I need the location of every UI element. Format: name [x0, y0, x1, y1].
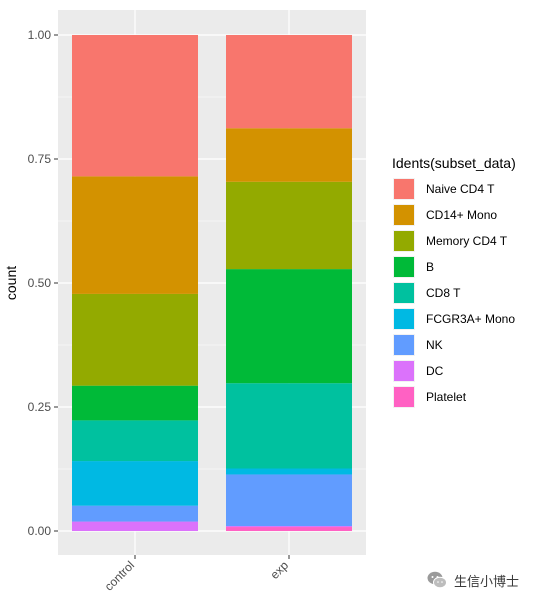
y-tick-label: 1.00 [28, 28, 52, 42]
legend-swatch [394, 335, 414, 355]
bar-segment-exp-platelet [226, 527, 352, 531]
watermark-text: 生信小博士 [454, 574, 520, 590]
y-tick-label: 0.75 [28, 152, 52, 166]
y-axis-title: count [3, 266, 19, 300]
bar-segment-control-b [72, 385, 198, 421]
legend-label: Memory CD4 T [426, 234, 508, 248]
bar-segment-exp-memory-cd4-t [226, 181, 352, 270]
watermark: 生信小博士 [426, 568, 519, 592]
x-axis: control exp [102, 555, 292, 594]
legend-label: FCGR3A+ Mono [426, 312, 515, 326]
bars [72, 35, 352, 531]
bar-segment-control-memory-cd4-t [72, 293, 198, 386]
legend-label: CD8 T [426, 286, 461, 300]
legend-label: DC [426, 364, 444, 378]
x-tick-label: exp [268, 558, 292, 582]
legend-label: CD14+ Mono [426, 208, 497, 222]
legend-label: B [426, 260, 434, 274]
legend-swatch [394, 179, 414, 199]
bar-segment-control-naive-cd4-t [72, 35, 198, 177]
legend-title: Idents(subset_data) [392, 155, 516, 171]
bar-segment-exp-nk [226, 474, 352, 527]
legend-swatch [394, 361, 414, 381]
legend-swatch [394, 309, 414, 329]
y-tick-label: 0.00 [28, 524, 52, 538]
legend-label: Naive CD4 T [426, 182, 495, 196]
bar-segment-exp-cd8-t [226, 383, 352, 469]
bar-segment-control-fcgr3a-mono [72, 461, 198, 506]
bar-segment-exp-fcgr3a-mono [226, 468, 352, 475]
legend-swatch [394, 387, 414, 407]
legend-label: Platelet [426, 390, 467, 404]
bar-segment-exp-b [226, 269, 352, 384]
wechat-icon [427, 571, 447, 589]
legend-swatch [394, 231, 414, 251]
bar-segment-exp-naive-cd4-t [226, 35, 352, 129]
legend-swatch [394, 205, 414, 225]
legend-swatch [394, 257, 414, 277]
bar-segment-exp-dc [226, 526, 352, 528]
y-tick-label: 0.50 [28, 276, 52, 290]
x-tick-label: control [102, 558, 137, 593]
legend: Naive CD4 T CD14+ Mono Memory CD4 T B CD8 T F… [393, 178, 515, 408]
bar-segment-control-dc [72, 521, 198, 531]
y-axis: 0.00 0.25 0.50 0.75 1.00 [28, 28, 58, 538]
y-tick-label: 0.25 [28, 400, 52, 414]
bar-segment-control-cd14-mono [72, 176, 198, 294]
bar-segment-control-nk [72, 505, 198, 522]
legend-label: NK [426, 338, 443, 352]
bar-segment-exp-cd14-mono [226, 128, 352, 182]
bar-segment-control-cd8-t [72, 420, 198, 462]
legend-swatch [394, 283, 414, 303]
